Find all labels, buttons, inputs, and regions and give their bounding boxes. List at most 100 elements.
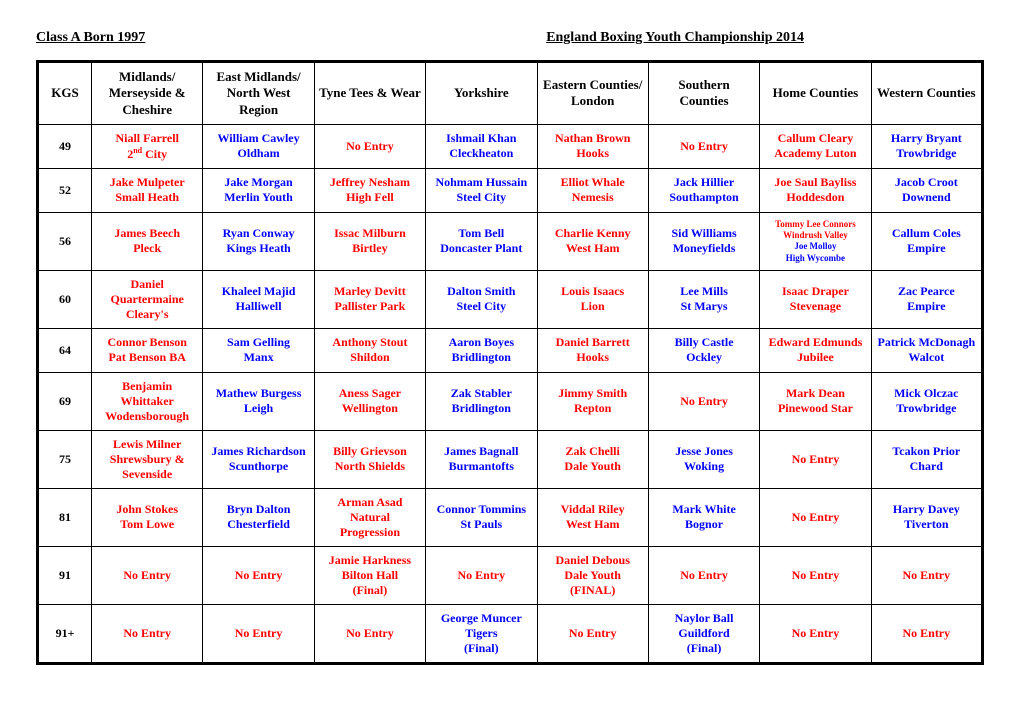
entry-cell: Dalton SmithSteel City bbox=[426, 270, 537, 328]
entry-cell: No Entry bbox=[203, 604, 314, 663]
entry-cell: George MuncerTigers(Final) bbox=[426, 604, 537, 663]
entry-cell: Zac PearceEmpire bbox=[871, 270, 982, 328]
entry-cell: Naylor BallGuildford(Final) bbox=[648, 604, 759, 663]
entry-cell: Lee MillsSt Marys bbox=[648, 270, 759, 328]
entry-cell: No Entry bbox=[760, 604, 871, 663]
entry-cell: Patrick McDonaghWalcot bbox=[871, 328, 982, 372]
column-header: Western Counties bbox=[871, 62, 982, 125]
column-header: Southern Counties bbox=[648, 62, 759, 125]
entry-cell: Nohmam HussainSteel City bbox=[426, 168, 537, 212]
entry-cell: No Entry bbox=[426, 546, 537, 604]
table-row: 81John StokesTom LoweBryn DaltonChesterf… bbox=[38, 488, 983, 546]
entry-cell: No Entry bbox=[92, 604, 203, 663]
kgs-cell: 52 bbox=[38, 168, 92, 212]
entry-cell: Jamie HarknessBilton Hall(Final) bbox=[314, 546, 425, 604]
kgs-cell: 56 bbox=[38, 212, 92, 270]
entry-cell: Mathew BurgessLeigh bbox=[203, 372, 314, 430]
column-header: Eastern Counties/ London bbox=[537, 62, 648, 125]
table-row: 69Benjamin WhittakerWodensboroughMathew … bbox=[38, 372, 983, 430]
entry-cell: Viddal RileyWest Ham bbox=[537, 488, 648, 546]
entry-cell: Callum ColesEmpire bbox=[871, 212, 982, 270]
entry-cell: Sam GellingManx bbox=[203, 328, 314, 372]
entry-cell: Tcakon PriorChard bbox=[871, 430, 982, 488]
header-left: Class A Born 1997 bbox=[36, 30, 145, 46]
entry-cell: No Entry bbox=[537, 604, 648, 663]
entry-cell: Daniel QuartermaineCleary's bbox=[92, 270, 203, 328]
kgs-cell: 64 bbox=[38, 328, 92, 372]
entry-cell: Jimmy SmithRepton bbox=[537, 372, 648, 430]
entry-cell: Billy CastleOckley bbox=[648, 328, 759, 372]
entry-cell: No Entry bbox=[92, 546, 203, 604]
entry-cell: Jake MorganMerlin Youth bbox=[203, 168, 314, 212]
entry-cell: No Entry bbox=[760, 488, 871, 546]
entry-cell: Connor TomminsSt Pauls bbox=[426, 488, 537, 546]
entry-cell: Ishmail KhanCleckheaton bbox=[426, 124, 537, 168]
entry-cell: Ryan ConwayKings Heath bbox=[203, 212, 314, 270]
entry-cell: Niall Farrell2nd City bbox=[92, 124, 203, 168]
entry-cell: Mark WhiteBognor bbox=[648, 488, 759, 546]
entry-cell: John StokesTom Lowe bbox=[92, 488, 203, 546]
table-row: 75Lewis MilnerShrewsbury & SevensideJame… bbox=[38, 430, 983, 488]
entry-cell: No Entry bbox=[314, 604, 425, 663]
table-body: 49Niall Farrell2nd CityWilliam CawleyOld… bbox=[38, 124, 983, 663]
entry-cell: William CawleyOldham bbox=[203, 124, 314, 168]
entry-cell: Edward EdmundsJubilee bbox=[760, 328, 871, 372]
column-header: Tyne Tees & Wear bbox=[314, 62, 425, 125]
entry-cell: Joe Saul BaylissHoddesdon bbox=[760, 168, 871, 212]
entry-cell: Zak ChelliDale Youth bbox=[537, 430, 648, 488]
entry-cell: James RichardsonScunthorpe bbox=[203, 430, 314, 488]
table-row: 91+No EntryNo EntryNo EntryGeorge Muncer… bbox=[38, 604, 983, 663]
table-row: 56James BeechPleckRyan ConwayKings Heath… bbox=[38, 212, 983, 270]
entry-cell: No Entry bbox=[648, 372, 759, 430]
column-header: East Midlands/ North West Region bbox=[203, 62, 314, 125]
championship-table: KGSMidlands/ Merseyside & CheshireEast M… bbox=[36, 60, 984, 665]
entry-cell: Isaac DraperStevenage bbox=[760, 270, 871, 328]
entry-cell: James BagnallBurmantofts bbox=[426, 430, 537, 488]
entry-cell: Tommy Lee ConnorsWindrush ValleyJoe Moll… bbox=[760, 212, 871, 270]
entry-cell: James BeechPleck bbox=[92, 212, 203, 270]
kgs-cell: 75 bbox=[38, 430, 92, 488]
kgs-cell: 91+ bbox=[38, 604, 92, 663]
entry-cell: No Entry bbox=[871, 546, 982, 604]
entry-cell: Mick OlczacTrowbridge bbox=[871, 372, 982, 430]
entry-cell: Charlie KennyWest Ham bbox=[537, 212, 648, 270]
table-row: 91No EntryNo EntryJamie HarknessBilton H… bbox=[38, 546, 983, 604]
column-header: Midlands/ Merseyside & Cheshire bbox=[92, 62, 203, 125]
entry-cell: No Entry bbox=[314, 124, 425, 168]
kgs-cell: 69 bbox=[38, 372, 92, 430]
entry-cell: Mark DeanPinewood Star bbox=[760, 372, 871, 430]
table-row: 52Jake MulpeterSmall HeathJake MorganMer… bbox=[38, 168, 983, 212]
entry-cell: No Entry bbox=[760, 430, 871, 488]
kgs-cell: 60 bbox=[38, 270, 92, 328]
entry-cell: Jack HillierSouthampton bbox=[648, 168, 759, 212]
entry-cell: No Entry bbox=[760, 546, 871, 604]
entry-cell: Daniel DebousDale Youth(FINAL) bbox=[537, 546, 648, 604]
table-row: 64Connor BensonPat Benson BASam GellingM… bbox=[38, 328, 983, 372]
column-header: Home Counties bbox=[760, 62, 871, 125]
entry-cell: No Entry bbox=[203, 546, 314, 604]
entry-cell: Benjamin WhittakerWodensborough bbox=[92, 372, 203, 430]
table-header-row: KGSMidlands/ Merseyside & CheshireEast M… bbox=[38, 62, 983, 125]
entry-cell: Callum ClearyAcademy Luton bbox=[760, 124, 871, 168]
kgs-cell: 49 bbox=[38, 124, 92, 168]
entry-cell: Zak StablerBridlington bbox=[426, 372, 537, 430]
entry-cell: Jacob CrootDownend bbox=[871, 168, 982, 212]
entry-cell: Lewis MilnerShrewsbury & Sevenside bbox=[92, 430, 203, 488]
column-header: KGS bbox=[38, 62, 92, 125]
entry-cell: No Entry bbox=[648, 546, 759, 604]
entry-cell: Jesse JonesWoking bbox=[648, 430, 759, 488]
table-row: 49Niall Farrell2nd CityWilliam CawleyOld… bbox=[38, 124, 983, 168]
entry-cell: Nathan BrownHooks bbox=[537, 124, 648, 168]
column-header: Yorkshire bbox=[426, 62, 537, 125]
entry-cell: Harry DaveyTiverton bbox=[871, 488, 982, 546]
entry-cell: Jake MulpeterSmall Heath bbox=[92, 168, 203, 212]
entry-cell: Issac MilburnBirtley bbox=[314, 212, 425, 270]
entry-cell: Billy GrievsonNorth Shields bbox=[314, 430, 425, 488]
entry-cell: Khaleel MajidHalliwell bbox=[203, 270, 314, 328]
entry-cell: Harry BryantTrowbridge bbox=[871, 124, 982, 168]
entry-cell: Louis IsaacsLion bbox=[537, 270, 648, 328]
kgs-cell: 91 bbox=[38, 546, 92, 604]
entry-cell: Jeffrey NeshamHigh Fell bbox=[314, 168, 425, 212]
table-row: 60Daniel QuartermaineCleary'sKhaleel Maj… bbox=[38, 270, 983, 328]
entry-cell: Arman AsadNatural Progression bbox=[314, 488, 425, 546]
